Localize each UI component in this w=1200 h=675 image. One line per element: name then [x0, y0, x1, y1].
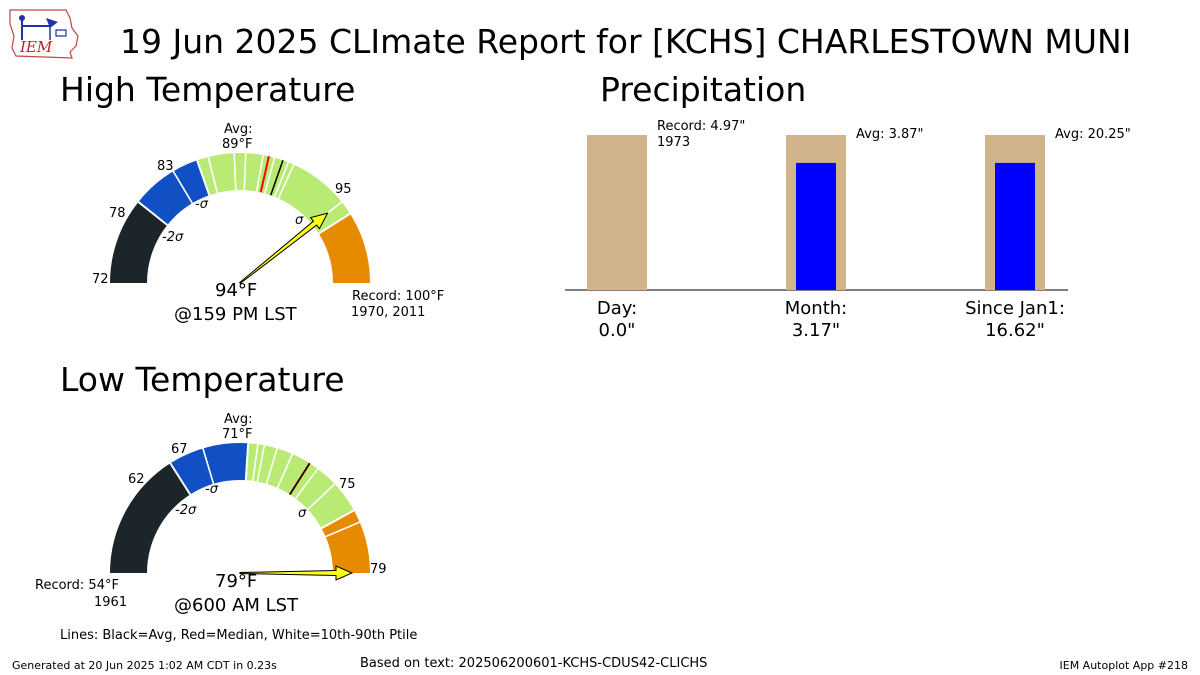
low-observed-time: @600 AM LST: [174, 595, 299, 616]
precip-cat-month: Month:: [784, 298, 848, 319]
precip-ref-label-ytd: Avg: 20.25": [1055, 127, 1131, 142]
high-sigma-m1: -σ: [195, 197, 208, 212]
high-sigma-p1: σ: [295, 213, 304, 228]
high-percentile-line-0: [171, 169, 193, 204]
low-avg-value: 71: [222, 427, 239, 442]
precip-cat-ytd: Since Jan1:: [965, 298, 1065, 319]
based-on-note: Based on text: 202506200601-KCHS-CDUS42-…: [360, 656, 708, 671]
low-avg-value-line: 71°F: [222, 427, 253, 442]
page-title: 19 Jun 2025 CLImate Report for [KCHS] CH…: [120, 22, 1132, 61]
precip-obs-month: 3.17": [791, 320, 841, 341]
high-percentile-line-1: [206, 154, 219, 194]
low-tick-p1: 75: [339, 477, 356, 492]
app-note: IEM Autoplot App #218: [1059, 659, 1189, 672]
low-sigma-m2: -2σ: [175, 503, 197, 518]
low-record: Record: 54: [35, 578, 105, 593]
low-observed: 79: [215, 571, 238, 592]
iem-logo: IEM: [6, 6, 82, 64]
low-percentile-line-7: [325, 520, 362, 538]
high-band-blue: [138, 160, 210, 226]
low-avg-label: Avg:: [224, 412, 253, 427]
precip-ref-label-day: Record: 4.97": [657, 119, 746, 134]
high-temp-title: High Temperature: [60, 70, 356, 109]
low-needle-arrow: [239, 565, 354, 581]
low-band-dark: [110, 463, 191, 573]
high-tick-m2: 78: [109, 206, 126, 221]
high-record: Record: 100: [352, 289, 431, 304]
low-tick-m2: 62: [128, 472, 145, 487]
low-temp-title: Low Temperature: [60, 360, 345, 399]
low-observed-line: 79°F: [215, 571, 257, 592]
high-sigma-line-2: [318, 212, 351, 235]
low-avg-unit: °F: [238, 427, 253, 442]
low-percentile-line-6: [307, 482, 337, 510]
high-avg-line: [270, 160, 284, 196]
low-sigma-p1: σ: [298, 506, 307, 521]
low-record-years: 1961: [94, 595, 128, 610]
high-needle-arrow: [238, 212, 329, 285]
high-percentile-line-4: [255, 152, 265, 192]
precip-title: Precipitation: [600, 70, 807, 109]
high-sigma-line-1: [196, 159, 211, 196]
high-sigma-m2: -2σ: [162, 230, 184, 245]
precip-record-year: 1973: [657, 135, 691, 150]
high-avg-value-line: 89°F: [222, 137, 253, 152]
high-median-line: [259, 156, 270, 193]
low-tick-max: 79: [370, 562, 387, 577]
low-record-unit: °F: [104, 578, 119, 593]
low-tick-m1: 67: [171, 442, 188, 457]
low-percentile-line-4: [276, 451, 294, 489]
precip-reference-bar-0: [587, 135, 647, 290]
high-observed-unit: °F: [237, 280, 258, 301]
low-temp-gauge: [110, 442, 370, 581]
low-sigma-line-2: [321, 509, 355, 530]
generated-note: Generated at 20 Jun 2025 1:02 AM CDT in …: [12, 659, 277, 672]
low-percentile-line-2: [256, 443, 266, 482]
high-tick-m1: 83: [157, 159, 174, 174]
high-percentile-line-2: [233, 151, 237, 191]
high-avg-unit: °F: [238, 137, 253, 152]
low-observed-unit: °F: [237, 571, 258, 592]
low-percentile-line-3: [265, 446, 279, 485]
high-percentile-line-6: [273, 160, 290, 197]
high-percentile-line-5: [263, 155, 276, 194]
high-record-years: 1970, 2011: [351, 305, 426, 320]
legend-note: Lines: Black=Avg, Red=Median, White=10th…: [60, 628, 418, 643]
high-record-line: Record: 100°F: [352, 289, 444, 304]
high-observed: 94: [215, 280, 238, 301]
low-percentile-line-1: [252, 442, 259, 481]
logo-text: IEM: [19, 38, 53, 56]
high-tick-p1: 95: [335, 182, 352, 197]
high-observed-line: 94°F: [215, 280, 257, 301]
precip-observed-bar-1: [796, 162, 836, 290]
high-record-unit: °F: [430, 289, 445, 304]
low-sigma-m1: -σ: [205, 482, 218, 497]
precip-cat-day: Day:: [596, 298, 638, 319]
high-avg-value: 89: [222, 137, 239, 152]
precip-observed-bar-2: [995, 162, 1035, 290]
precip-chart: [565, 135, 1068, 291]
low-record-line: Record: 54°F: [35, 578, 119, 593]
low-percentile-line-5: [294, 466, 320, 499]
high-band-dark: [110, 201, 168, 283]
high-percentile-line-3: [243, 151, 247, 191]
low-band-orange: [321, 510, 370, 573]
low-percentile-line-0: [201, 446, 215, 485]
low-avg-line: [289, 462, 311, 495]
high-band-green: [197, 152, 351, 234]
low-sigma-line-0: [169, 462, 192, 496]
precip-ref-label-month: Avg: 3.87": [856, 127, 924, 142]
high-observed-time: @159 PM LST: [174, 304, 297, 325]
precip-obs-day: 0.0": [598, 320, 636, 341]
high-percentile-line-7: [277, 162, 296, 199]
high-sigma-line-0: [137, 201, 168, 226]
high-avg-label: Avg:: [224, 122, 253, 137]
low-sigma-line-1: [244, 443, 250, 481]
high-band-orange: [318, 213, 370, 283]
precip-obs-ytd: 16.62": [985, 320, 1045, 341]
high-temp-gauge: [110, 151, 370, 285]
high-tick-min: 72: [92, 272, 109, 287]
